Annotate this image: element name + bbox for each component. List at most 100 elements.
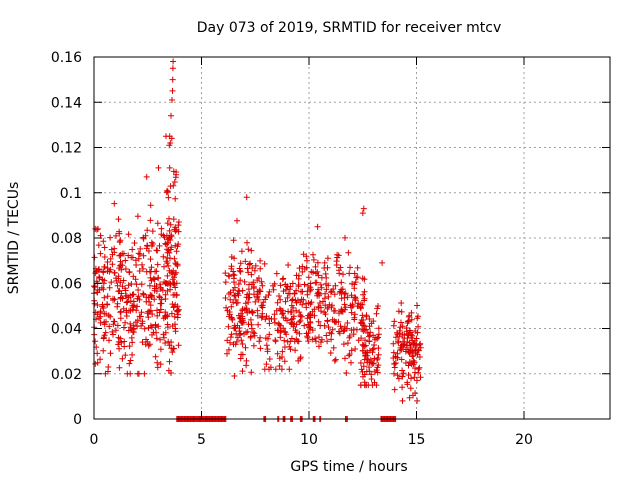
data-point — [363, 313, 370, 320]
data-point — [151, 276, 158, 283]
data-point — [415, 369, 422, 376]
data-point — [167, 286, 174, 293]
data-point — [97, 319, 104, 326]
data-point — [166, 342, 173, 349]
data-point — [296, 265, 303, 272]
data-point — [116, 265, 123, 272]
data-point — [242, 344, 249, 351]
data-point — [348, 309, 355, 316]
data-point — [136, 370, 142, 377]
data-point — [412, 390, 419, 397]
data-point — [158, 225, 165, 232]
data-point — [242, 258, 249, 265]
data-point — [295, 281, 302, 288]
data-point — [342, 234, 348, 241]
data-point — [391, 386, 398, 393]
data-point — [328, 288, 335, 295]
data-point — [168, 339, 175, 346]
data-point — [133, 281, 140, 288]
data-point — [154, 261, 161, 268]
data-point — [337, 323, 344, 330]
data-points — [91, 58, 424, 422]
data-point — [119, 283, 126, 290]
data-point — [297, 355, 304, 362]
data-point — [325, 324, 332, 331]
data-point — [342, 304, 349, 311]
data-point — [154, 247, 161, 254]
data-point — [142, 341, 149, 348]
data-point — [162, 280, 169, 287]
data-point — [238, 337, 245, 344]
data-point — [250, 342, 257, 349]
data-point — [147, 307, 154, 314]
data-point — [101, 264, 108, 270]
data-point — [415, 323, 422, 330]
data-point — [101, 254, 108, 260]
data-point — [135, 250, 142, 257]
data-point — [94, 302, 101, 308]
data-point — [118, 339, 125, 346]
data-point — [174, 262, 181, 269]
data-point — [316, 334, 322, 341]
data-point — [100, 269, 107, 276]
data-point — [367, 329, 374, 336]
data-point — [140, 291, 147, 298]
y-axis-title: SRMTID / TECUs — [6, 182, 22, 295]
data-point — [144, 310, 151, 317]
data-point — [315, 272, 322, 279]
data-point — [103, 318, 109, 325]
data-point — [360, 291, 367, 298]
data-point — [278, 366, 285, 373]
data-point — [359, 301, 366, 308]
data-point — [324, 264, 331, 271]
data-point — [234, 334, 241, 341]
data-point — [281, 328, 288, 335]
data-point — [282, 281, 289, 288]
data-point — [354, 264, 361, 271]
data-point — [231, 325, 238, 331]
data-point — [329, 326, 336, 333]
data-point — [244, 239, 250, 246]
data-point — [293, 307, 300, 314]
data-point — [140, 252, 147, 259]
data-point — [327, 350, 334, 356]
x-axis-title: GPS time / hours — [290, 459, 407, 475]
data-point — [167, 255, 173, 262]
data-point — [172, 195, 179, 202]
data-point — [145, 248, 152, 254]
data-point — [398, 356, 405, 363]
data-point — [97, 356, 104, 363]
data-point — [369, 349, 376, 356]
data-point — [320, 298, 326, 305]
data-point — [248, 308, 255, 315]
data-point — [250, 283, 257, 290]
data-point — [288, 309, 295, 315]
data-point — [116, 228, 123, 235]
y-tick-label: 0.08 — [51, 231, 82, 247]
data-point — [237, 318, 244, 325]
data-point — [414, 397, 421, 404]
data-point — [266, 331, 273, 338]
y-tick-label: 0.02 — [51, 367, 82, 383]
data-point — [403, 328, 410, 335]
data-point — [341, 301, 348, 308]
data-point — [274, 299, 281, 306]
data-point — [129, 246, 136, 253]
data-point — [140, 290, 147, 297]
data-point — [352, 295, 359, 302]
data-point — [339, 286, 346, 293]
data-point — [344, 320, 351, 326]
data-point — [291, 290, 298, 297]
data-point — [222, 295, 229, 301]
data-point — [305, 338, 312, 345]
data-point — [124, 298, 131, 305]
data-point — [97, 313, 104, 320]
data-point — [248, 369, 255, 376]
data-point — [334, 251, 341, 258]
data-point — [370, 332, 377, 339]
data-point — [173, 291, 180, 298]
data-point — [107, 350, 114, 357]
data-point — [104, 301, 111, 308]
data-point — [281, 358, 288, 365]
data-point — [331, 291, 338, 298]
